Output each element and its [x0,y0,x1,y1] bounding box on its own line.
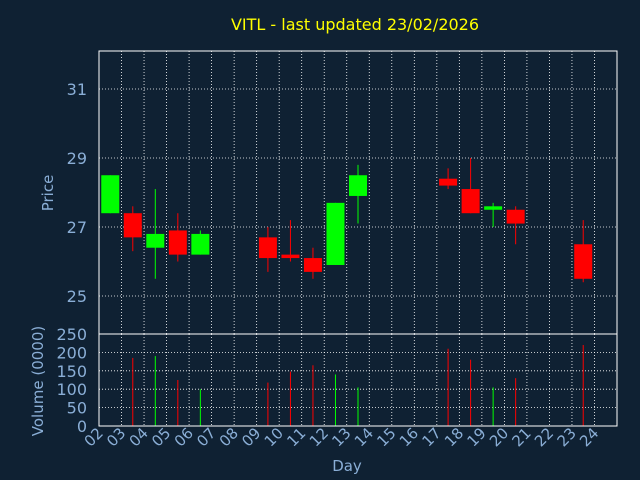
x-axis-label: Day [332,457,362,475]
volume-tick-label: 150 [56,362,87,381]
price-panel: 25 27 29 31 [67,50,618,335]
chart-title: VITL - last updated 23/02/2026 [231,15,479,34]
price-tick-label: 25 [67,287,87,306]
volume-tick-label: 50 [67,399,87,418]
candle-body [303,258,322,272]
candle-body [191,233,210,255]
price-tick-label: 29 [67,149,87,168]
price-tick-label: 31 [67,80,87,99]
price-tick-label: 27 [67,218,87,237]
candle-body [146,233,165,248]
volume-panel-frame [98,333,618,427]
candle-body [101,175,120,214]
candle-body [326,202,345,265]
volume-tick-label: 0 [77,417,87,436]
volume-tick-label: 250 [56,325,87,344]
candle-body [574,244,593,279]
candle-body [281,254,300,259]
candle-body [506,209,525,224]
volume-tick-label: 200 [56,343,87,362]
candle-body [349,175,367,196]
volume-tick-label: 100 [56,380,87,399]
price-axis-label: Price [39,175,57,212]
candle-body [123,213,142,238]
candle-body [168,230,187,255]
candle-body [484,206,503,210]
candle-body [461,189,480,214]
candle-body [258,237,277,259]
candle-body [439,178,458,186]
volume-axis-label: Volume (0000) [29,326,47,436]
